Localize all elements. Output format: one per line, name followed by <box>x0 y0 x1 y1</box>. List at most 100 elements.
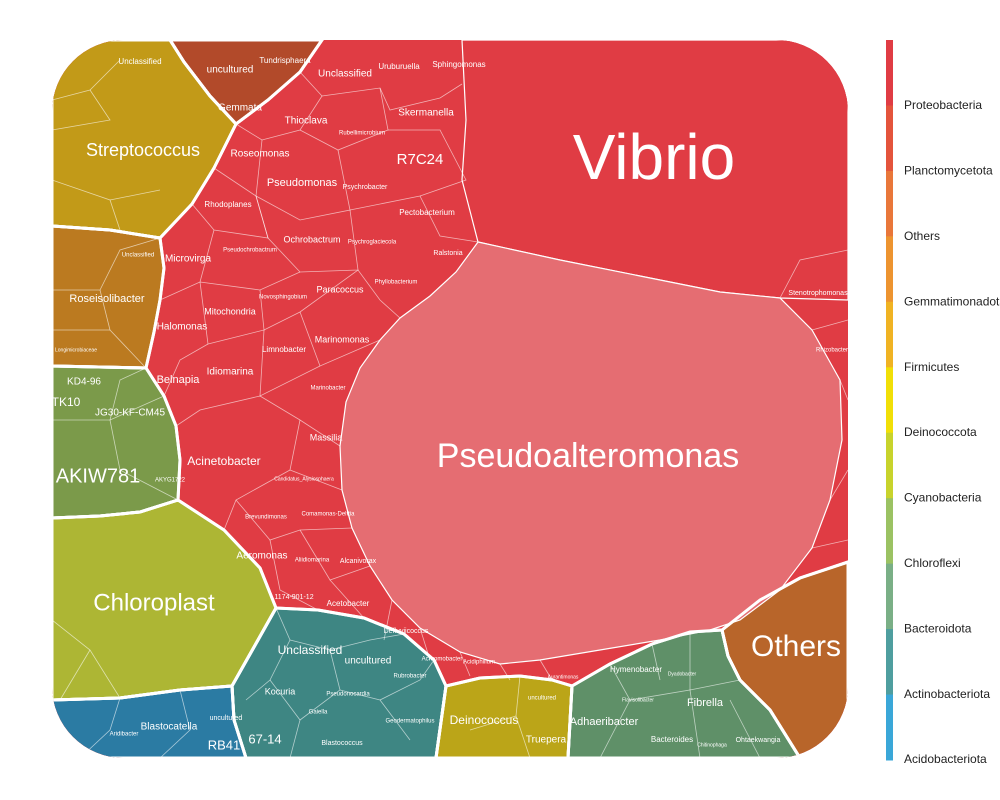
cell-border-36 <box>52 367 147 421</box>
legend-swatch-deinococcota <box>886 367 893 434</box>
legend-swatch-cyanobacteria <box>886 432 893 499</box>
cell-label-bacteroidota-flavisolibacter: Flavisolibacter <box>622 697 654 703</box>
legend-label-bacteroidota: Bacteroidota <box>904 621 972 635</box>
phylum-groups <box>52 40 848 758</box>
cell-label-proteobacteria-rubellimicrobium: Rubellimicrobium <box>339 131 385 137</box>
cell-border-32 <box>811 539 848 549</box>
legend-swatch-acidobacteriota <box>886 694 893 761</box>
cell-label-bacteroidota-dyadobacter: Dyadobacter <box>668 671 697 677</box>
cell-border-49 <box>379 659 435 701</box>
cell-border-19 <box>235 499 353 541</box>
legend-swatch-planctomycetota <box>886 105 893 172</box>
cell-border-4 <box>349 129 467 211</box>
cell-label-chloroflexi-jg30-kf-cm45: JG30-KF-CM45 <box>95 408 165 419</box>
cell-label-proteobacteria-alcanivorax: Alcanivorax <box>340 558 377 565</box>
legend-color-bar <box>886 40 893 761</box>
legend-labels: Proteobacteria Planctomycetota Others Gemma… <box>904 98 1000 766</box>
cell-label-deinococcota-uncultured: uncultured <box>528 696 556 702</box>
cell-border-29 <box>811 319 848 331</box>
cell-label-bacteroidota-bacteroides: Bacteroides <box>651 735 693 744</box>
cell-label-proteobacteria-pseudoalteromonas: Pseudoalteromonas <box>437 437 739 475</box>
cell-label-firmicutes-streptococcus: Streptococcus <box>86 140 200 160</box>
cell-label-proteobacteria-vibrio: Vibrio <box>573 121 735 193</box>
cell-label-gemmatimonadota-longimicrobiaceae: Longimicrobiaceae <box>55 347 97 353</box>
cell-label-proteobacteria-skermanella: Skermanella <box>398 108 454 119</box>
cell-label-proteobacteria-halomonas: Halomonas <box>157 322 208 333</box>
cell-label-acidobacteriota-aridibacter: Aridibacter <box>110 732 139 738</box>
cell-label-proteobacteria-acetobacter: Acetobacter <box>327 599 370 608</box>
cell-border-11 <box>263 269 401 331</box>
cell-border-15 <box>175 395 261 427</box>
cell-label-proteobacteria-achromobacter: Achromobacter <box>422 657 463 663</box>
cell-label-proteobacteria-psychrobacter: Psychrobacter <box>343 184 388 191</box>
cell-label-proteobacteria-thioclava: Thioclava <box>285 116 328 127</box>
legend-label-planctomycetota: Planctomycetota <box>904 164 993 178</box>
cell-label-proteobacteria-ralstonia: Ralstonia <box>433 250 462 257</box>
cell-border-27 <box>539 659 553 681</box>
cell-border-47 <box>329 633 405 651</box>
cell-label-bacteroidota-fibrella: Fibrella <box>687 697 724 709</box>
cell-label-deinococcota-truepera: Truepera <box>526 735 567 746</box>
cell-border-26 <box>499 663 511 681</box>
cell-border-52 <box>159 689 191 758</box>
cell-border-44 <box>59 649 91 701</box>
cell-label-planctomycetota-tundrisphaera: Tundrisphaera <box>259 56 311 65</box>
cell-border-10 <box>199 281 265 345</box>
cell-label-actinobacteriota-gaiella: Gaiella <box>309 710 328 716</box>
cell-label-actinobacteriota-kocuria: Kocuria <box>265 686 296 696</box>
cell-label-proteobacteria-rhodoplanes: Rhodoplanes <box>204 200 251 209</box>
cell-label-proteobacteria-microvirga: Microvirga <box>165 254 212 265</box>
cell-border-5 <box>419 195 479 243</box>
cell-label-proteobacteria-aliidiomarina: Aliidiomarina <box>295 558 330 564</box>
cell-label-proteobacteria-acidiphilium: Acidiphilium <box>463 660 495 666</box>
cell-label-planctomycetota-uncultured: uncultured <box>207 65 254 76</box>
cell-label-proteobacteria-aurantimonas: Aurantimonas <box>548 674 579 680</box>
legend-swatch-firmicutes <box>886 301 893 368</box>
cell-label-proteobacteria-phyllobacterium: Phyllobacterium <box>375 280 418 286</box>
cell-border-58 <box>651 643 661 681</box>
cell-label-proteobacteria-ochrobactrum: Ochrobactrum <box>283 234 340 244</box>
cell-border-25 <box>459 651 471 677</box>
legend-swatch-chloroflexi <box>886 498 893 565</box>
legend-label-actinobacteriota: Actinobacteriota <box>904 687 990 701</box>
cell-label-proteobacteria-sphingomonas: Sphingomonas <box>432 60 485 69</box>
cell-border-1 <box>321 83 463 111</box>
cell-border-2 <box>299 87 389 151</box>
cell-border-20 <box>269 539 319 611</box>
cell-label-gemmatimonadota-unclassified: Unclassified <box>122 253 154 259</box>
cell-label-chloroflexi-kd4-96: KD4-96 <box>67 377 101 388</box>
cell-label-bacteroidota-hymenobacter: Hymenobacter <box>610 665 662 674</box>
cell-label-proteobacteria-r7c24: R7C24 <box>397 151 444 168</box>
cell-border-3 <box>255 139 351 221</box>
cell-label-actinobacteriota-geodermatophilus: Geodermatophilus <box>385 719 434 725</box>
cell-border-59 <box>729 699 761 758</box>
legend-swatch-bacteroidota <box>886 563 893 630</box>
legend-label-firmicutes: Firmicutes <box>904 360 959 374</box>
legend-swatch-others <box>886 170 893 237</box>
cell-label-deinococcota-deinococcus: Deinococcus <box>450 713 519 727</box>
cell-label-others-others: Others <box>751 630 841 663</box>
legend-label-proteobacteria: Proteobacteria <box>904 98 982 112</box>
cell-label-acidobacteriota-blastocatella: Blastocatella <box>141 722 198 733</box>
cell-label-proteobacteria-massilia: Massilia <box>310 432 343 442</box>
cell-label-proteobacteria-candidatus-alysiosphaera: Candidatus_Alysiosphaera <box>274 476 334 482</box>
cell-border-45 <box>245 607 291 701</box>
cell-label-proteobacteria-unclassified: Unclassified <box>318 69 372 80</box>
cell-border-22 <box>329 579 365 619</box>
legend-label-cyanobacteria: Cyanobacteria <box>904 491 982 505</box>
legend: Proteobacteria Planctomycetota Others Gemma… <box>886 40 1000 766</box>
cell-label-proteobacteria-pectobacterium: Pectobacterium <box>399 208 455 217</box>
legend-label-gemmatimonadota: Gemmatimonadota <box>904 294 1000 308</box>
cell-border-46 <box>289 639 341 721</box>
cell-border-33 <box>52 237 161 291</box>
legend-label-deinococcota: Deinococcota <box>904 425 977 439</box>
cell-label-proteobacteria-roseomonas: Roseomonas <box>231 149 290 160</box>
cell-label-proteobacteria-belnapia: Belnapia <box>157 374 201 386</box>
cell-borders <box>52 59 848 758</box>
legend-swatch-proteobacteria <box>886 40 893 106</box>
legend-swatch-actinobacteriota <box>886 629 893 696</box>
cell-label-actinobacteriota-rubrobacter: Rubrobacter <box>393 674 426 680</box>
cell-label-proteobacteria-marinobacter: Marinobacter <box>310 386 345 392</box>
group-border-acidobacteriota <box>52 684 249 758</box>
